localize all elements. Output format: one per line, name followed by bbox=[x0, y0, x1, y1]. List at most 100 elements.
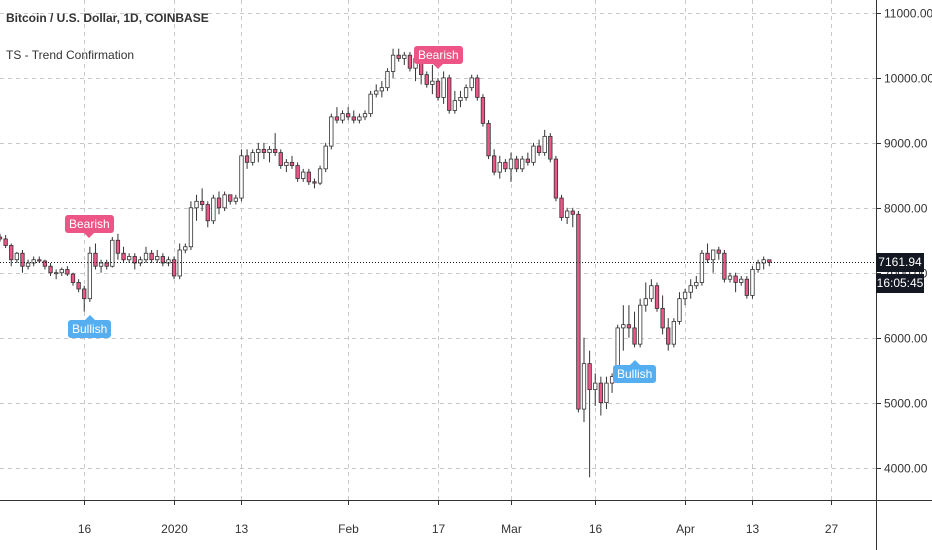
candle-body bbox=[559, 197, 564, 218]
candle-body bbox=[733, 275, 738, 283]
candle-body bbox=[312, 181, 317, 184]
candle-body bbox=[59, 269, 64, 274]
candle-body bbox=[660, 308, 665, 329]
last-price-tag: 7161.94 bbox=[876, 252, 924, 272]
candle-body bbox=[727, 275, 733, 280]
bar-countdown-tag: 16:05:45 bbox=[876, 273, 924, 293]
candle-body bbox=[284, 161, 289, 166]
candle-body bbox=[98, 262, 104, 267]
candle-body bbox=[82, 288, 87, 300]
candle-body bbox=[447, 77, 452, 111]
candle-body bbox=[317, 168, 323, 184]
candle-body bbox=[593, 382, 598, 391]
candle-body bbox=[632, 327, 637, 345]
signal-label-bullish[interactable]: Bullish bbox=[613, 360, 657, 383]
candle-body bbox=[222, 194, 227, 209]
candle-body bbox=[407, 54, 413, 69]
candle-body bbox=[643, 298, 648, 306]
candle-body bbox=[390, 54, 396, 72]
candle-body bbox=[25, 262, 31, 267]
candle-body bbox=[626, 324, 632, 329]
candle-body bbox=[739, 278, 744, 283]
candle-body bbox=[132, 256, 137, 264]
candle-body bbox=[514, 158, 519, 170]
signal-label-bullish[interactable]: Bullish bbox=[68, 315, 112, 338]
candle-body bbox=[250, 152, 255, 163]
candle-body bbox=[194, 200, 199, 209]
x-tick-label: 2020 bbox=[161, 522, 188, 536]
candle-body bbox=[54, 272, 59, 275]
candle-body bbox=[402, 54, 407, 59]
candle-body bbox=[553, 158, 559, 199]
signal-label-bearish[interactable]: Bearish bbox=[414, 46, 463, 69]
x-tick-label: Feb bbox=[338, 522, 359, 536]
candle-body bbox=[441, 77, 446, 98]
chart-title[interactable]: Bitcoin / U.S. Dollar, 1D, COINBASE bbox=[6, 11, 209, 25]
candle-body bbox=[37, 259, 42, 262]
candle-body bbox=[396, 54, 401, 59]
candle-body bbox=[531, 145, 536, 163]
x-tick-label: Apr bbox=[676, 522, 695, 536]
candle-body bbox=[188, 207, 194, 248]
candle-body bbox=[452, 100, 457, 111]
candle-body bbox=[598, 382, 603, 403]
candle-body bbox=[475, 77, 480, 98]
candle-body bbox=[666, 327, 671, 345]
candle-body bbox=[503, 161, 508, 170]
candle-body bbox=[649, 285, 654, 300]
candle-body bbox=[654, 285, 660, 309]
candle-body bbox=[492, 155, 497, 173]
candle-body bbox=[548, 135, 553, 160]
candle-body bbox=[711, 249, 716, 261]
signal-label-bearish[interactable]: Bearish bbox=[65, 215, 114, 238]
candle-body bbox=[508, 158, 514, 170]
candle-body bbox=[65, 269, 70, 275]
candle-body bbox=[525, 158, 530, 163]
candle-body bbox=[744, 278, 749, 296]
y-tick-label: 5000.00 bbox=[884, 397, 928, 411]
y-tick-label: 11000.00 bbox=[884, 7, 932, 21]
candle-body bbox=[289, 161, 295, 166]
candle-body bbox=[638, 304, 643, 345]
candle-body bbox=[42, 260, 48, 267]
y-tick-label: 9000.00 bbox=[884, 137, 928, 151]
candle-body bbox=[435, 80, 441, 98]
candle-body bbox=[351, 116, 356, 121]
candle-body bbox=[301, 171, 306, 179]
candle-body bbox=[273, 148, 278, 153]
candle-body bbox=[374, 90, 379, 95]
candle-body bbox=[688, 285, 693, 293]
y-tick-label: 8000.00 bbox=[884, 202, 928, 216]
candle-body bbox=[143, 252, 149, 261]
candle-body bbox=[520, 158, 525, 170]
candle-body bbox=[261, 148, 267, 153]
candle-body bbox=[722, 252, 727, 280]
candle-body bbox=[570, 210, 575, 215]
candle-body bbox=[694, 282, 699, 287]
candle-body bbox=[424, 74, 429, 85]
candle-body bbox=[362, 113, 368, 118]
indicator-label[interactable]: TS - Trend Confirmation bbox=[6, 48, 135, 62]
candle-body bbox=[211, 197, 216, 222]
candle-body bbox=[183, 246, 188, 251]
candle-body bbox=[705, 252, 710, 261]
candle-body bbox=[267, 148, 272, 153]
candle-body bbox=[115, 239, 121, 254]
candle-body bbox=[334, 116, 340, 121]
candle-body bbox=[256, 148, 261, 153]
candle-body bbox=[239, 155, 244, 199]
candle-body bbox=[542, 135, 547, 153]
candle-body bbox=[244, 155, 250, 163]
candle-body bbox=[671, 321, 676, 345]
candle-body bbox=[480, 97, 486, 124]
candle-body bbox=[228, 194, 233, 202]
candle-body bbox=[379, 87, 384, 92]
candle-body bbox=[677, 298, 682, 322]
candle-body bbox=[581, 363, 587, 410]
x-tick-label: 13 bbox=[746, 522, 760, 536]
candle-body bbox=[70, 273, 76, 283]
candle-body bbox=[205, 204, 210, 222]
candle-body bbox=[357, 116, 362, 121]
